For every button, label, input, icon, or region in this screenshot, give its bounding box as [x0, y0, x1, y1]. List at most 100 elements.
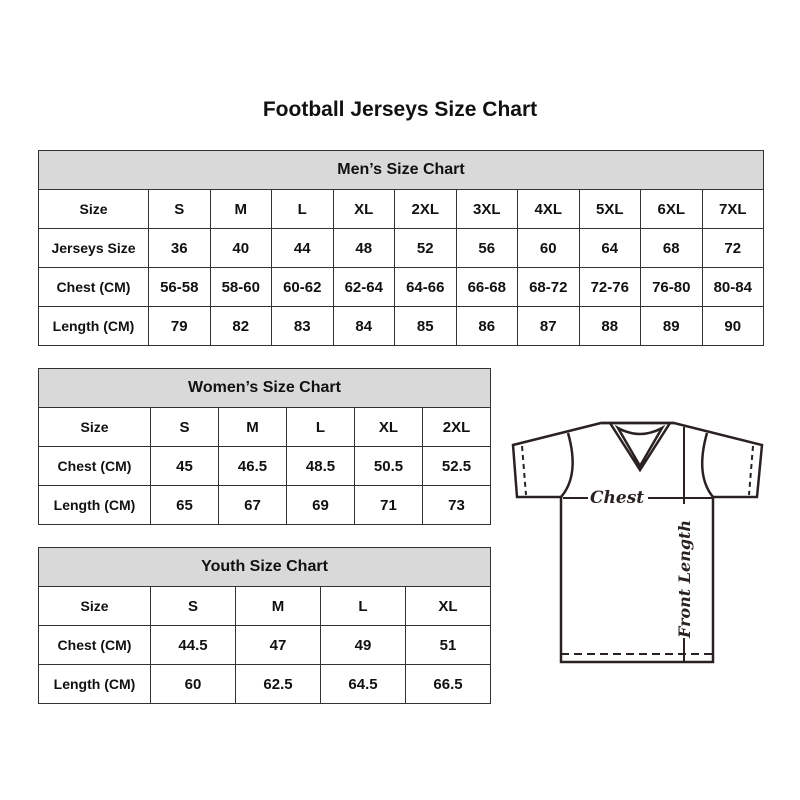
table-cell: 86: [455, 306, 518, 346]
table-cell: 52: [394, 228, 457, 268]
table-cell: M: [209, 189, 272, 229]
table-cell: 3XL: [455, 189, 518, 229]
table-cell: 51: [405, 625, 491, 665]
table-cell: 40: [209, 228, 272, 268]
table-row: Jerseys Size 36 40 44 48 52 56 60 64 68 72: [38, 228, 764, 268]
table-cell: 89: [640, 306, 703, 346]
table-cell: 72: [701, 228, 764, 268]
jersey-outline: [511, 421, 764, 664]
table-cell: 36: [148, 228, 211, 268]
table-cell: 7XL: [701, 189, 764, 229]
row-label: Chest (CM): [38, 625, 151, 665]
table-cell: 85: [394, 306, 457, 346]
table-row: Size S M L XL: [38, 586, 491, 626]
table-cell: S: [148, 189, 211, 229]
table-cell: 4XL: [517, 189, 580, 229]
row-label: Size: [38, 189, 149, 229]
table-cell: 2XL: [394, 189, 457, 229]
table-cell: 45: [150, 446, 219, 486]
table-cell: 82: [209, 306, 272, 346]
row-label: Jerseys Size: [38, 228, 149, 268]
table-row: Chest (CM) 44.5 47 49 51: [38, 625, 491, 665]
page-title: Football Jerseys Size Chart: [262, 98, 538, 121]
table-cell: L: [320, 586, 406, 626]
table-cell: 49: [320, 625, 406, 665]
row-label: Size: [38, 586, 151, 626]
women-caption: Women’s Size Chart: [38, 368, 491, 408]
table-row: Chest (CM) 45 46.5 48.5 50.5 52.5: [38, 446, 491, 486]
table-cell: 79: [148, 306, 211, 346]
chest-label: Chest: [590, 488, 644, 508]
table-cell: 52.5: [422, 446, 491, 486]
table-cell: 66.5: [405, 664, 491, 704]
row-label: Length (CM): [38, 485, 151, 525]
table-cell: 83: [271, 306, 334, 346]
row-label: Length (CM): [38, 306, 149, 346]
youth-size-table: Youth Size Chart Size S M L XL Chest (CM) 44.5 4…: [38, 547, 491, 704]
table-cell: S: [150, 407, 219, 447]
table-cell: 47: [235, 625, 321, 665]
table-cell: 44: [271, 228, 334, 268]
table-cell: 6XL: [640, 189, 703, 229]
table-cell: 87: [517, 306, 580, 346]
table-cell: 62-64: [332, 267, 395, 307]
table-cell: 48: [332, 228, 395, 268]
row-label: Chest (CM): [38, 446, 151, 486]
table-cell: 60: [517, 228, 580, 268]
table-cell: 90: [701, 306, 764, 346]
table-cell: 2XL: [422, 407, 491, 447]
table-cell: 65: [150, 485, 219, 525]
table-cell: 66-68: [455, 267, 518, 307]
table-cell: 73: [422, 485, 491, 525]
left-sleeve-seam: [560, 432, 574, 498]
table-cell: 56-58: [148, 267, 211, 307]
table-cell: 72-76: [578, 267, 641, 307]
table-cell: S: [150, 586, 236, 626]
table-row: Chest (CM) 56-58 58-60 60-62 62-64 64-66 66-68…: [38, 267, 764, 307]
collar: [601, 421, 674, 473]
table-cell: XL: [405, 586, 491, 626]
table-cell: L: [271, 189, 334, 229]
table-cell: 80-84: [701, 267, 764, 307]
table-cell: 58-60: [209, 267, 272, 307]
table-row: Size S M L XL 2XL: [38, 407, 491, 447]
table-cell: 64-66: [394, 267, 457, 307]
table-cell: M: [235, 586, 321, 626]
row-label: Size: [38, 407, 151, 447]
youth-caption: Youth Size Chart: [38, 547, 491, 587]
table-cell: 64.5: [320, 664, 406, 704]
table-cell: 60: [150, 664, 236, 704]
table-row: Length (CM) 60 62.5 64.5 66.5: [38, 664, 491, 704]
table-cell: 88: [578, 306, 641, 346]
men-size-table: Men’s Size Chart Size S M L XL 2XL 3XL 4XL 5XL 6XL…: [38, 150, 764, 346]
row-label: Length (CM): [38, 664, 151, 704]
table-cell: 60-62: [271, 267, 334, 307]
table-cell: 5XL: [578, 189, 641, 229]
table-cell: M: [218, 407, 287, 447]
table-cell: 44.5: [150, 625, 236, 665]
table-cell: 84: [332, 306, 395, 346]
table-cell: 69: [286, 485, 355, 525]
table-cell: 50.5: [354, 446, 423, 486]
table-cell: XL: [354, 407, 423, 447]
table-cell: 68-72: [517, 267, 580, 307]
men-caption: Men’s Size Chart: [38, 150, 764, 190]
table-cell: 64: [578, 228, 641, 268]
table-row: Length (CM) 65 67 69 71 73: [38, 485, 491, 525]
table-cell: 62.5: [235, 664, 321, 704]
women-size-table: Women’s Size Chart Size S M L XL 2XL Chest (CM)…: [38, 368, 491, 525]
table-cell: 67: [218, 485, 287, 525]
table-cell: L: [286, 407, 355, 447]
jersey-diagram: Chest Front Length: [511, 421, 764, 664]
table-cell: 56: [455, 228, 518, 268]
table-row: Size S M L XL 2XL 3XL 4XL 5XL 6XL 7XL: [38, 189, 764, 229]
front-length-label: Front Length: [675, 520, 694, 639]
table-cell: 68: [640, 228, 703, 268]
table-row: Length (CM) 79 82 83 84 85 86 87 88 89 90: [38, 306, 764, 346]
right-sleeve-seam: [701, 432, 714, 498]
table-cell: 76-80: [640, 267, 703, 307]
sleeve-hem-stitch: [521, 445, 754, 496]
table-cell: XL: [332, 189, 395, 229]
table-cell: 46.5: [218, 446, 287, 486]
row-label: Chest (CM): [38, 267, 149, 307]
